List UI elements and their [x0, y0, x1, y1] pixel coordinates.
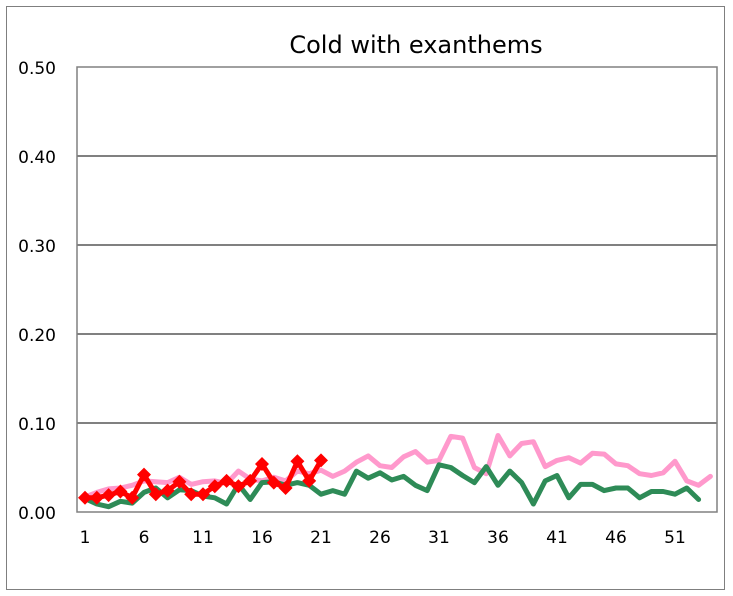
data-point-marker: [160, 483, 175, 498]
y-axis: 0.00 0.10 0.20 0.30 0.40 0.50: [18, 59, 56, 524]
x-axis: 1 6 11 16 21 26 31 36 41 46 51: [80, 528, 686, 548]
series-group: [78, 433, 713, 510]
data-point-marker: [101, 488, 116, 503]
data-point-marker: [207, 479, 222, 494]
y-tick-label: 0.00: [18, 504, 56, 524]
data-point-marker: [255, 456, 269, 471]
x-tick-label: 41: [546, 528, 568, 548]
series-line-1: [82, 433, 713, 500]
x-tick-label: 36: [487, 528, 509, 548]
y-tick-label: 0.40: [18, 148, 56, 168]
data-point-marker: [290, 454, 305, 469]
gridlines: [77, 155, 717, 424]
data-point-marker: [266, 475, 281, 490]
data-point-marker: [113, 484, 128, 499]
x-tick-label: 31: [428, 528, 450, 548]
data-point-marker: [137, 467, 151, 482]
data-point-marker: [219, 473, 234, 488]
data-point-marker: [278, 480, 293, 495]
y-tick-label: 0.30: [18, 237, 56, 257]
data-point-marker: [89, 490, 104, 505]
x-tick-label: 46: [605, 528, 627, 548]
data-point-marker: [172, 474, 187, 489]
data-point-marker: [196, 487, 210, 502]
plot-area: [76, 66, 718, 513]
y-tick-label: 0.10: [18, 415, 56, 435]
data-point-marker: [125, 490, 140, 505]
data-point-marker: [148, 487, 163, 502]
data-point-marker: [302, 473, 317, 488]
y-tick-label: 0.50: [18, 59, 56, 79]
data-point-marker: [243, 473, 258, 488]
data-point-marker: [78, 490, 92, 505]
y-tick-label: 0.20: [18, 326, 56, 346]
x-tick-label: 21: [310, 528, 332, 548]
data-point-marker: [314, 453, 328, 468]
x-tick-label: 26: [369, 528, 391, 548]
x-tick-label: 1: [80, 528, 91, 548]
x-tick-label: 11: [192, 528, 214, 548]
x-tick-label: 16: [251, 528, 273, 548]
chart-title: Cold with exanthems: [289, 31, 542, 59]
data-point-marker: [231, 479, 246, 494]
x-tick-label: 6: [139, 528, 150, 548]
data-point-marker: [184, 487, 199, 502]
x-tick-label: 51: [664, 528, 686, 548]
